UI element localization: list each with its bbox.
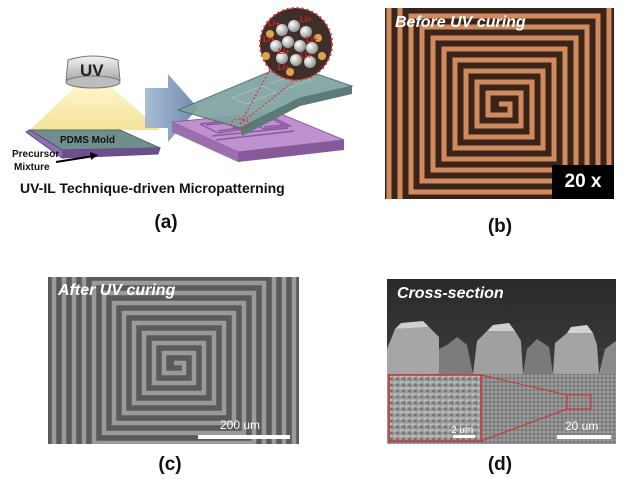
- sem-spiral-pattern: [48, 277, 299, 444]
- scale-label-d: 20 um: [565, 419, 598, 433]
- caption-d: (d): [487, 454, 513, 475]
- zoom-line-bottom: [480, 408, 568, 442]
- ion-label-6: Li+: [300, 51, 312, 60]
- precursor-arrow: [55, 155, 95, 163]
- panel-b-optical-micrograph: Before UV curing 20 x: [385, 8, 614, 199]
- panel-b-title: Before UV curing: [395, 14, 526, 31]
- schematic-svg: UV PDMS Mold Precursor Mixture: [12, 7, 354, 196]
- substrate-side: [238, 140, 344, 162]
- scale-label-inset: 2 um: [451, 425, 473, 436]
- spiral-line: [51, 277, 297, 444]
- ion-label-7: Li+: [278, 63, 290, 72]
- caption-c: (c): [158, 454, 182, 475]
- ion-label-4: Li+: [306, 35, 318, 44]
- panel-c-title: After UV curing: [58, 282, 176, 299]
- uv-label: UV: [80, 61, 104, 80]
- precursor-label-line1: Precursor: [12, 149, 59, 160]
- panel-c-sem-top-view: After UV curing 200 um: [48, 277, 299, 444]
- zoom-region-box: [566, 394, 592, 410]
- panel-a-schematic: UV PDMS Mold Precursor Mixture: [0, 0, 370, 200]
- scale-bar-d: [557, 435, 611, 439]
- ion-label-2: Li+: [300, 15, 312, 24]
- panel-d-title: Cross-section: [397, 285, 504, 302]
- technique-title: UV-IL Technique-driven Micropatterning: [20, 180, 285, 196]
- ion-label-5: Li+: [278, 47, 290, 56]
- ion-label-1: Li+: [268, 19, 280, 28]
- magnification-label: 20 x: [564, 171, 602, 192]
- pdms-mold-label: PDMS Mold: [60, 135, 115, 146]
- uv-beam: [30, 84, 160, 130]
- caption-b: (b): [487, 216, 513, 237]
- scale-bar-c: [198, 435, 290, 439]
- cross-section-svg: 2 um 20 um: [387, 279, 616, 444]
- substrate-front: [172, 122, 238, 162]
- pdms-mold-lifted-edge: [240, 86, 352, 136]
- panel-d-sem-cross-section: 2 um 20 um Cross-section: [387, 279, 616, 444]
- magnification-badge: 20 x: [552, 165, 614, 199]
- cross-section-ridges: [387, 321, 616, 374]
- scale-label-c: 200 um: [220, 418, 261, 432]
- zoom-line-top: [480, 374, 568, 396]
- precursor-label-line2: Mixture: [14, 162, 50, 173]
- callout-line-2: [239, 61, 319, 125]
- ionic-liquid-zoom: Li+ Li+ Li+ Li+ Li+ Li+ Li+: [259, 7, 333, 81]
- uv-lamp-rim: [65, 75, 121, 89]
- process-arrow: [145, 74, 198, 142]
- spiral-line: [386, 8, 612, 199]
- precursor-arrow-head: [90, 152, 98, 160]
- copper-spiral-pattern: [385, 8, 614, 199]
- scale-bar-inset: [453, 435, 475, 438]
- caption-a: (a): [154, 212, 178, 233]
- callout-origin: [230, 118, 250, 130]
- precursor-bottom: [62, 148, 160, 158]
- grain-inset: [388, 374, 482, 442]
- ion-label-3: Li+: [263, 35, 275, 44]
